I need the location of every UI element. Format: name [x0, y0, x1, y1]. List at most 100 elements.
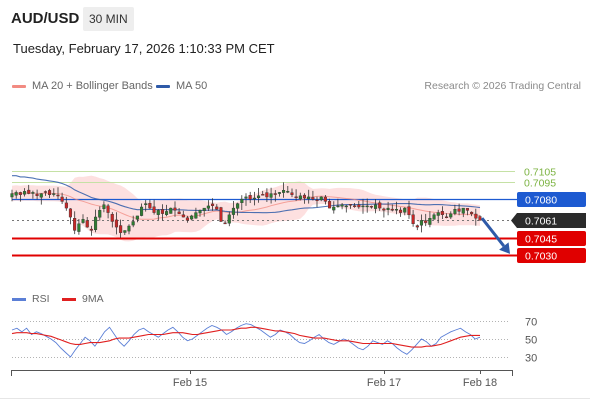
time-tick-label: Feb 15	[173, 377, 207, 389]
candle-bull	[81, 219, 85, 223]
candle-bull	[190, 215, 194, 220]
candle-bull	[403, 207, 407, 213]
ma20-label: MA 20 + Bollinger Bands	[32, 80, 153, 92]
candle-bull	[319, 196, 323, 201]
candle-bull	[307, 196, 311, 200]
support-level-tag	[517, 248, 586, 263]
candle-bear	[114, 219, 118, 228]
candle-bull	[164, 211, 169, 215]
candle-bear	[369, 205, 373, 208]
timestamp: Tuesday, February 17, 2026 1:10:33 PM CE…	[13, 41, 275, 56]
candle-bear	[328, 201, 332, 209]
candle-bear	[424, 220, 428, 223]
candle-bull	[231, 207, 236, 215]
resistance-level-tag	[517, 192, 586, 207]
candle-bull	[340, 204, 344, 207]
candle-bull	[156, 210, 160, 215]
support-level-label: 0.7045	[525, 234, 557, 246]
candle-bear	[399, 209, 403, 213]
candle-bear	[265, 192, 269, 198]
legend-9ma: 9MA	[62, 293, 104, 305]
candle-bear	[474, 213, 478, 219]
last-price-tag	[511, 213, 586, 228]
candle-bull	[39, 193, 43, 198]
candle-bear	[68, 208, 72, 218]
timeframe-badge[interactable]: 30 MIN	[83, 7, 134, 31]
candle-bull	[298, 195, 302, 200]
candle-bear	[35, 193, 39, 196]
candle-bull	[286, 191, 290, 193]
candle-bear	[119, 225, 123, 233]
candle-bull	[202, 207, 206, 211]
last-price-label: 0.7061	[525, 216, 557, 228]
candle-bear	[445, 216, 449, 219]
candle-bear	[470, 211, 474, 214]
projection-arrow	[480, 217, 510, 254]
support-level-label: 0.7030	[525, 251, 557, 263]
ma9-label: 9MA	[82, 293, 104, 305]
candle-bear	[353, 205, 357, 207]
candle-bear	[465, 208, 470, 211]
time-tick-label: Feb 17	[367, 377, 401, 389]
candle-bull	[336, 205, 340, 208]
candle-bull	[10, 193, 14, 198]
candle-bull	[361, 205, 365, 208]
candle-bull	[394, 208, 399, 211]
candle-bear	[60, 196, 64, 202]
candle-bear	[85, 220, 89, 228]
projection-arrow-shaft	[480, 217, 506, 247]
candle-bear	[148, 202, 152, 209]
candle-bull	[131, 221, 135, 226]
candle-bull	[98, 210, 102, 218]
candle-bull	[436, 212, 440, 216]
candle-bear	[323, 196, 327, 202]
candle-bull	[461, 207, 465, 214]
support-level-tag	[517, 231, 586, 246]
candle-bull	[453, 208, 457, 214]
rsi-panel: 70 50 30	[11, 317, 537, 365]
time-axis: Feb 15 Feb 17 Feb 18	[0, 370, 590, 399]
projection-arrow-head	[499, 242, 510, 254]
legend-rsi: RSI	[12, 293, 50, 305]
candle-bear	[173, 207, 177, 211]
candle-bull	[344, 205, 348, 208]
candle-bear	[110, 213, 114, 222]
candle-bear	[73, 217, 77, 231]
ma50-label: MA 50	[176, 80, 208, 92]
candle-bull	[419, 220, 424, 226]
candle-bull	[194, 212, 198, 219]
rsi-tick-label: 70	[525, 317, 537, 329]
candle-bear	[223, 222, 227, 225]
candle-bull	[14, 192, 18, 196]
candle-bear	[390, 208, 394, 211]
candle-bull	[139, 206, 144, 216]
candle-bear	[378, 202, 382, 209]
candle-bull	[428, 217, 432, 225]
candle-bear	[160, 209, 165, 214]
candle-bear	[56, 194, 60, 197]
candle-bull	[198, 210, 202, 214]
candle-bull	[227, 214, 231, 224]
ma20-line	[11, 192, 481, 220]
rsi-line	[11, 323, 481, 358]
target-level-label: 0.7095	[524, 178, 556, 190]
candle-bear	[290, 192, 294, 195]
candle-bull	[206, 205, 210, 209]
candle-bull	[282, 189, 286, 193]
ma50-line	[12, 175, 481, 214]
candle-bear	[48, 190, 52, 195]
legend-ma20: MA 20 + Bollinger Bands	[12, 80, 153, 92]
candle-bull	[386, 207, 390, 211]
candle-bull	[269, 193, 273, 198]
candle-bear	[315, 199, 319, 202]
candle-bear	[382, 208, 386, 211]
ma50-swatch	[156, 84, 170, 88]
candle-bull	[236, 203, 240, 209]
candle-bear	[181, 214, 185, 218]
candle-bear	[215, 206, 219, 210]
rsi-swatch	[12, 297, 26, 301]
candle-bull	[23, 191, 27, 195]
candle-bear	[415, 225, 419, 228]
